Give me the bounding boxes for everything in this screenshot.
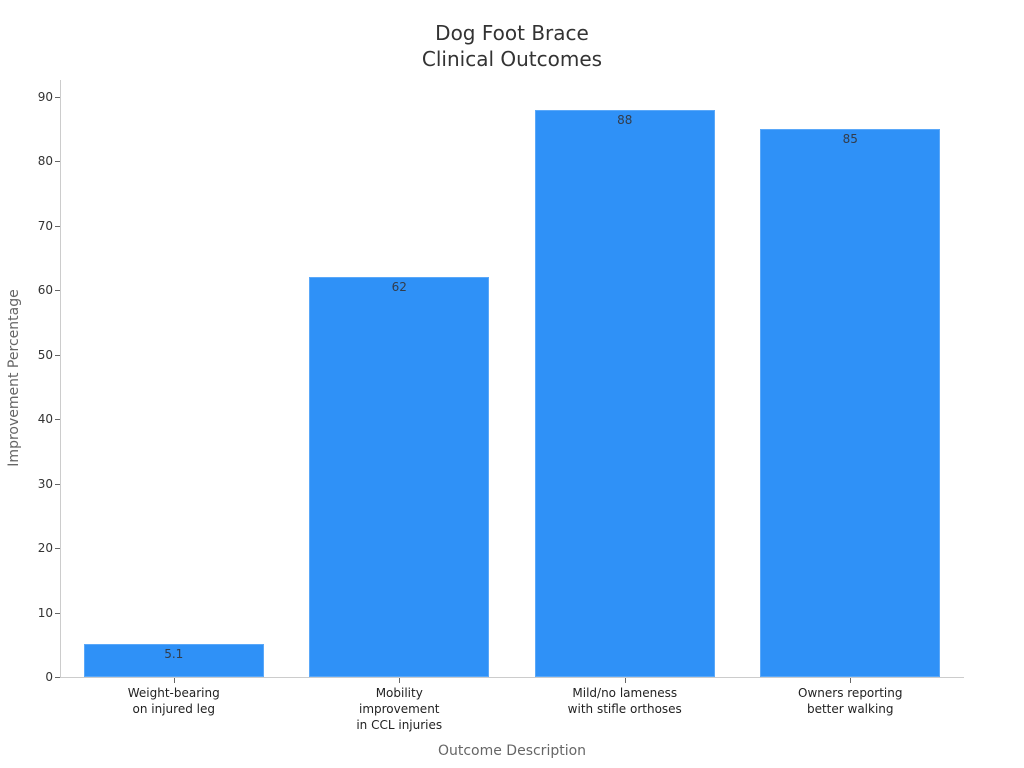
x-tick-mark (174, 678, 175, 683)
y-tick-mark (55, 612, 60, 614)
y-tick: 10 (0, 606, 61, 620)
x-tick-label-line: on injured leg (132, 702, 215, 716)
bar-value-label: 85 (842, 132, 858, 147)
y-tick-label: 40 (37, 412, 53, 427)
x-tick-label: Mobility improvement in CCL injuries (289, 685, 509, 733)
y-tick-mark (55, 290, 60, 292)
bar-value-label: 62 (391, 280, 407, 295)
bar[interactable]: 62 (309, 277, 490, 677)
x-tick-label-line: Mild/no lameness (572, 686, 678, 700)
y-tick: 80 (0, 154, 61, 168)
y-tick: 50 (0, 348, 61, 362)
bar[interactable]: 88 (534, 109, 715, 677)
y-axis-line (60, 80, 61, 678)
y-tick-mark (55, 548, 60, 550)
bar[interactable]: 85 (760, 129, 941, 677)
x-tick-label-line: Mobility (375, 686, 423, 700)
x-tick-label: Owners reporting better walking (740, 685, 960, 717)
y-tick-mark (55, 483, 60, 485)
x-axis-line (60, 677, 964, 678)
x-tick-label-line: in CCL injuries (356, 718, 443, 732)
y-tick: 20 (0, 541, 61, 555)
y-tick-label: 0 (45, 670, 53, 684)
y-tick-mark (55, 354, 60, 356)
y-tick: 60 (0, 283, 61, 297)
y-tick-mark (55, 97, 60, 98)
x-tick-label: Mild/no lameness with stifle orthoses (515, 685, 735, 717)
y-tick: 0 (0, 670, 61, 684)
x-tick-mark (850, 678, 851, 683)
y-tick-mark (55, 677, 60, 678)
y-tick: 70 (0, 219, 61, 233)
y-tick-mark (55, 419, 60, 421)
bar-value-label: 88 (617, 112, 633, 127)
x-tick-label-line: Weight-bearing (127, 686, 220, 700)
chart-title: Dog Foot Brace Clinical Outcomes (0, 20, 1024, 72)
x-tick-label-line: Owners reporting (798, 686, 903, 700)
y-tick-label: 70 (37, 218, 53, 233)
x-tick-mark (625, 678, 626, 683)
y-axis-label: Improvement Percentage (6, 289, 22, 467)
y-tick-label: 60 (37, 283, 53, 298)
bar-value-label: 5.1 (164, 647, 184, 662)
y-tick-label: 20 (37, 541, 53, 556)
y-tick-label: 10 (37, 605, 53, 620)
x-tick-label-line: improvement (358, 702, 440, 716)
y-tick: 40 (0, 412, 61, 426)
bar[interactable]: 5.1 (83, 644, 264, 677)
y-tick-label: 30 (37, 476, 53, 491)
y-tick: 90 (0, 90, 61, 104)
y-tick-mark (55, 161, 60, 163)
x-tick-label: Weight-bearing on injured leg (64, 685, 284, 717)
x-tick-label-line: better walking (806, 702, 894, 716)
y-tick-mark (55, 225, 60, 227)
x-axis-label: Outcome Description (437, 743, 587, 759)
chart-title-line-1: Dog Foot Brace (435, 21, 589, 45)
y-tick-label: 50 (37, 347, 53, 362)
y-tick: 30 (0, 477, 61, 491)
x-tick-mark (399, 678, 400, 683)
y-tick-label: 80 (37, 154, 53, 169)
y-tick-label: 90 (37, 90, 53, 104)
x-tick-label-line: with stifle orthoses (567, 702, 682, 716)
chart-title-line-2: Clinical Outcomes (421, 47, 603, 71)
